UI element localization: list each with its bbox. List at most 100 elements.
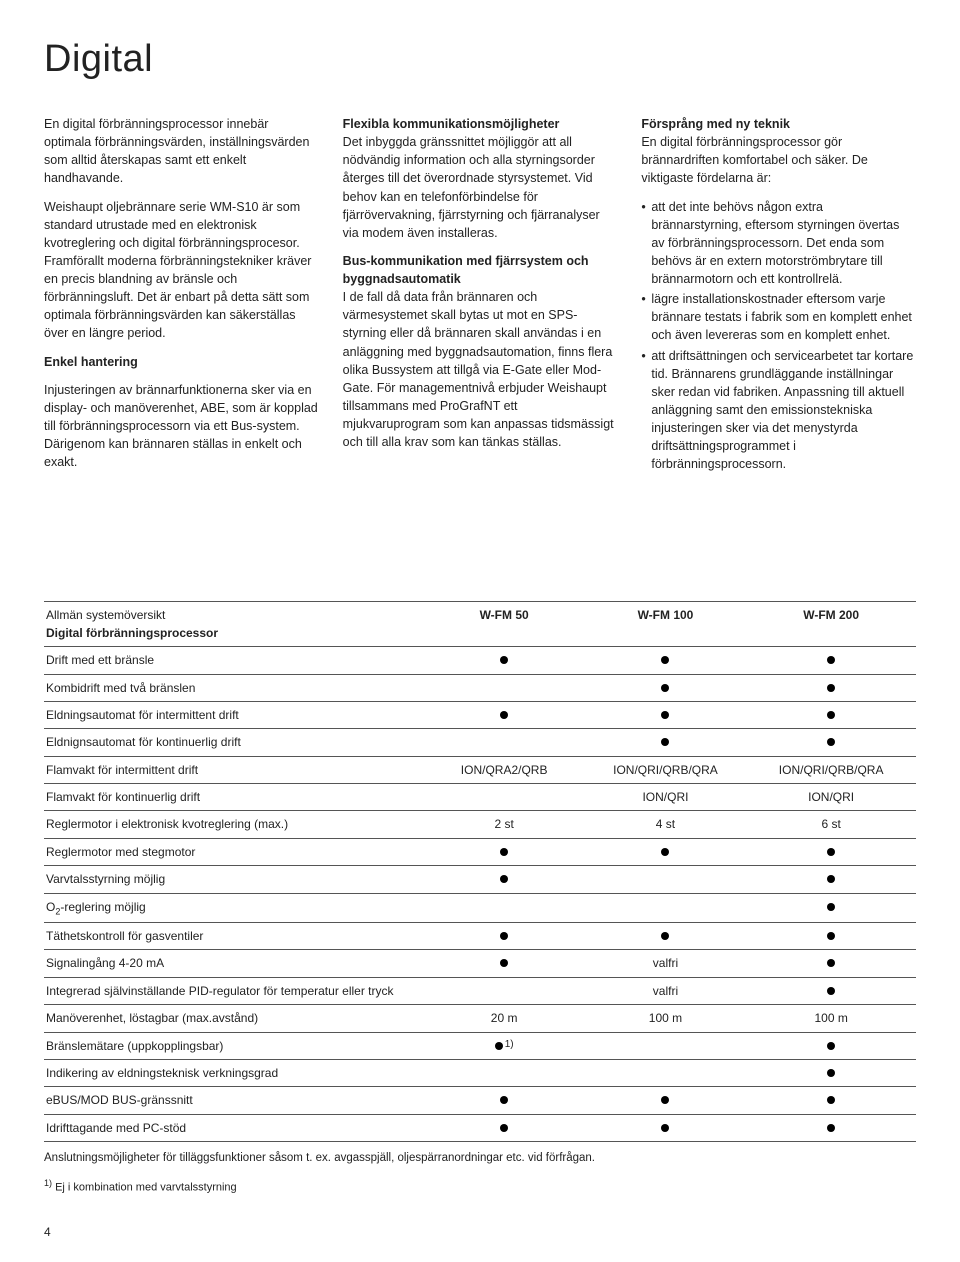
col3-bullets: att det inte behövs någon extra brännars… xyxy=(641,198,916,474)
row-cell xyxy=(428,977,585,1004)
row-cell xyxy=(750,674,916,701)
row-cell xyxy=(750,977,916,1004)
row-cell xyxy=(750,729,916,756)
table-row: Flamvakt för intermittent driftION/QRA2/… xyxy=(44,756,916,783)
row-cell xyxy=(428,701,585,728)
table-row: Varvtalsstyrning möjlig xyxy=(44,866,916,893)
row-label: O2-reglering möjlig xyxy=(44,893,428,922)
row-cell xyxy=(428,838,585,865)
table-row: Manöverenhet, löstagbar (max.avstånd)20 … xyxy=(44,1005,916,1032)
row-cell xyxy=(585,1114,751,1141)
row-label: Flamvakt för kontinuerlig drift xyxy=(44,784,428,811)
row-cell: 2 st xyxy=(428,811,585,838)
row-cell: valfri xyxy=(585,977,751,1004)
column-1: En digital förbränningsprocessor innebär… xyxy=(44,115,319,481)
col3-b1: att det inte behövs någon extra brännars… xyxy=(641,198,916,289)
th-col2: W-FM 100 xyxy=(587,607,745,624)
col2-p2: I de fall då data från brännaren och vär… xyxy=(343,290,614,449)
th-line2: Digital förbränningsprocessor xyxy=(46,625,422,642)
row-cell xyxy=(428,784,585,811)
row-label: Idrifttagande med PC-stöd xyxy=(44,1114,428,1141)
row-label: Indikering av eldningsteknisk verkningsg… xyxy=(44,1060,428,1087)
table-footnote: 1) Ej i kombination med varvtalsstyrning xyxy=(44,1177,916,1197)
row-cell: 100 m xyxy=(750,1005,916,1032)
row-cell xyxy=(750,950,916,977)
overview-table: Allmän systemöversikt Digital förbrännin… xyxy=(44,601,916,1142)
footnote-text: Ej i kombination med varvtalsstyrning xyxy=(55,1182,237,1194)
row-label: Signalingång 4-20 mA xyxy=(44,950,428,977)
row-cell xyxy=(585,701,751,728)
row-label: Manöverenhet, löstagbar (max.avstånd) xyxy=(44,1005,428,1032)
row-cell xyxy=(585,729,751,756)
row-cell xyxy=(428,1060,585,1087)
col2-block2: Bus-kommunikation med fjärrsystem och by… xyxy=(343,252,618,451)
row-cell xyxy=(585,923,751,950)
row-label: Eldnignsautomat för kontinuerlig drift xyxy=(44,729,428,756)
table-row: Täthetskontroll för gasventiler xyxy=(44,923,916,950)
row-cell xyxy=(585,838,751,865)
row-cell xyxy=(750,1114,916,1141)
col3-b2: lägre installationskostnader eftersom va… xyxy=(641,290,916,344)
col3-p1: En digital förbränningsprocessor gör brä… xyxy=(641,135,868,185)
row-cell xyxy=(428,729,585,756)
row-cell xyxy=(585,674,751,701)
text-columns: En digital förbränningsprocessor innebär… xyxy=(44,115,916,481)
table-note: Anslutningsmöjligheter för tilläggsfunkt… xyxy=(44,1150,916,1167)
col1-p1: En digital förbränningsprocessor innebär… xyxy=(44,115,319,188)
row-cell: 100 m xyxy=(585,1005,751,1032)
row-cell xyxy=(750,1087,916,1114)
row-label: Reglermotor i elektronisk kvotreglering … xyxy=(44,811,428,838)
th-col1: W-FM 50 xyxy=(430,607,579,624)
table-row: Drift med ett bränsle xyxy=(44,647,916,674)
row-cell: 1) xyxy=(428,1032,585,1059)
col3-b3: att driftsättningen och servicearbetet t… xyxy=(641,347,916,474)
row-cell: ION/QRI/QRB/QRA xyxy=(585,756,751,783)
row-cell: 4 st xyxy=(585,811,751,838)
row-label: Drift med ett bränsle xyxy=(44,647,428,674)
row-cell xyxy=(585,1060,751,1087)
col2-block1: Flexibla kommunikationsmöjligheter Det i… xyxy=(343,115,618,242)
th-line1: Allmän systemöversikt xyxy=(46,607,422,624)
col2-p1: Det inbyggda gränssnittet möjliggör att … xyxy=(343,135,600,240)
row-cell: ION/QRA2/QRB xyxy=(428,756,585,783)
table-row: Eldnignsautomat för kontinuerlig drift xyxy=(44,729,916,756)
row-cell xyxy=(585,1087,751,1114)
table-row: eBUS/MOD BUS-gränssnitt xyxy=(44,1087,916,1114)
table-row: O2-reglering möjlig xyxy=(44,893,916,922)
col3-block1: Försprång med ny teknik En digital förbr… xyxy=(641,115,916,188)
row-cell xyxy=(428,866,585,893)
page-number: 4 xyxy=(44,1224,916,1241)
th-col3: W-FM 200 xyxy=(752,607,910,624)
row-label: Täthetskontroll för gasventiler xyxy=(44,923,428,950)
table-row: Eldningsautomat för intermittent drift xyxy=(44,701,916,728)
table-row: Idrifttagande med PC-stöd xyxy=(44,1114,916,1141)
row-cell xyxy=(585,893,751,922)
row-label: Bränslemätare (uppkopplingsbar) xyxy=(44,1032,428,1059)
table-row: Bränslemätare (uppkopplingsbar)1) xyxy=(44,1032,916,1059)
row-label: Reglermotor med stegmotor xyxy=(44,838,428,865)
row-cell xyxy=(585,866,751,893)
row-cell: valfri xyxy=(585,950,751,977)
column-3: Försprång med ny teknik En digital förbr… xyxy=(641,115,916,481)
row-cell xyxy=(750,893,916,922)
row-cell xyxy=(750,866,916,893)
row-label: Integrerad självinställande PID-regulato… xyxy=(44,977,428,1004)
row-cell xyxy=(585,647,751,674)
footnote-sup: 1) xyxy=(44,1178,52,1188)
row-cell: ION/QRI/QRB/QRA xyxy=(750,756,916,783)
row-label: Kombidrift med två bränslen xyxy=(44,674,428,701)
row-cell xyxy=(428,950,585,977)
page-title: Digital xyxy=(44,32,916,87)
col2-h1: Flexibla kommunikationsmöjligheter xyxy=(343,117,560,131)
row-label: Flamvakt för intermittent drift xyxy=(44,756,428,783)
col1-p2: Weishaupt oljebrännare serie WM-S10 är s… xyxy=(44,198,319,343)
col2-h2: Bus-kommunikation med fjärrsystem och by… xyxy=(343,254,589,286)
row-cell xyxy=(428,1114,585,1141)
row-label: Varvtalsstyrning möjlig xyxy=(44,866,428,893)
row-cell xyxy=(750,647,916,674)
col3-h1: Försprång med ny teknik xyxy=(641,117,790,131)
row-label: Eldningsautomat för intermittent drift xyxy=(44,701,428,728)
table-header-row: Allmän systemöversikt Digital förbrännin… xyxy=(44,602,916,647)
col1-p3: Injusteringen av brännarfunktionerna ske… xyxy=(44,381,319,472)
row-cell: 6 st xyxy=(750,811,916,838)
